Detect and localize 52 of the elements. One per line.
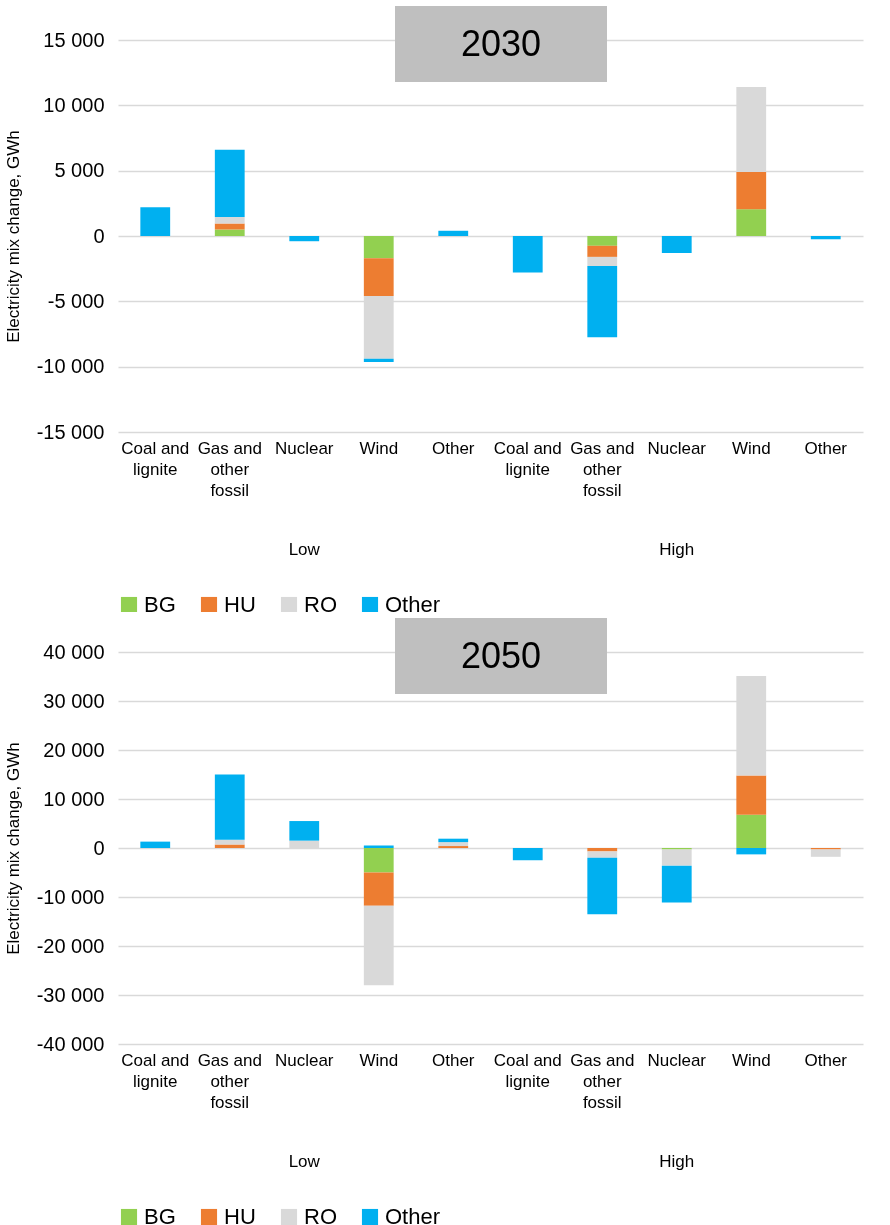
y-tick-label: -10 000 [36, 885, 105, 908]
y-tick-label: 10 000 [43, 93, 105, 116]
y-tick-label: 0 [93, 224, 105, 247]
x-tick-label: Nuclear [274, 438, 334, 458]
y-tick-label: -10 000 [36, 355, 105, 378]
y-tick-label: -30 000 [36, 983, 105, 1006]
y-tick-label: 10 000 [43, 787, 105, 810]
x-tick-label: Other [431, 438, 475, 458]
y-tick-label: -5 000 [47, 289, 105, 312]
x-tick-label: Wind [731, 438, 771, 458]
x-tick-label: Other [804, 1050, 848, 1070]
y-tick-label: -40 000 [36, 1032, 105, 1055]
y-axis-title: Electricity mix change, GWh [3, 742, 23, 955]
legend-label: RO [304, 1204, 337, 1225]
title-box: 2050 [395, 618, 607, 694]
x-tick-label: Wind [359, 438, 399, 458]
x-tick-label: Other [431, 1050, 475, 1070]
legend-label: RO [304, 592, 337, 617]
x-tick-label: Gas and other fossil [570, 438, 635, 500]
legend-label: Other [385, 592, 441, 617]
y-tick-label: 15 000 [43, 28, 105, 51]
y-tick-label: 0 [93, 836, 105, 859]
text: Low [288, 540, 321, 559]
x-tick-label: Gas and other fossil [197, 1050, 262, 1112]
x-tick-label: Gas and other fossil [197, 438, 262, 500]
y-tick-label: 20 000 [43, 738, 105, 761]
y-axis-title: Electricity mix change, GWh [3, 130, 23, 343]
y-tick-label: 40 000 [43, 640, 105, 663]
x-tick-label: Gas and other fossil [570, 1050, 635, 1112]
y-tick-label: 30 000 [43, 689, 105, 712]
x-tick-label: Nuclear [647, 438, 707, 458]
y-tick-label: -20 000 [36, 934, 105, 957]
x-tick-label: Wind [359, 1050, 399, 1070]
x-tick-label: Coal and lignite [121, 438, 190, 479]
legend-label: Other [385, 1204, 441, 1225]
text: High [659, 540, 695, 559]
legend-label: BG [144, 1204, 176, 1225]
text: High [659, 1152, 695, 1171]
legend-label: HU [224, 1204, 256, 1225]
y-tick-label: 5 000 [54, 159, 105, 182]
text: Low [288, 1152, 321, 1171]
x-tick-label: Other [804, 438, 848, 458]
title-box: 2030 [395, 6, 607, 82]
y-tick-label: -15 000 [36, 420, 105, 443]
x-tick-label: Coal and lignite [493, 438, 562, 479]
legend-label: BG [144, 592, 176, 617]
x-tick-label: Wind [731, 1050, 771, 1070]
x-tick-label: Nuclear [274, 1050, 334, 1070]
legend-label: HU [224, 592, 256, 617]
x-tick-label: Coal and lignite [493, 1050, 562, 1091]
x-tick-label: Coal and lignite [121, 1050, 190, 1091]
x-tick-label: Nuclear [647, 1050, 707, 1070]
